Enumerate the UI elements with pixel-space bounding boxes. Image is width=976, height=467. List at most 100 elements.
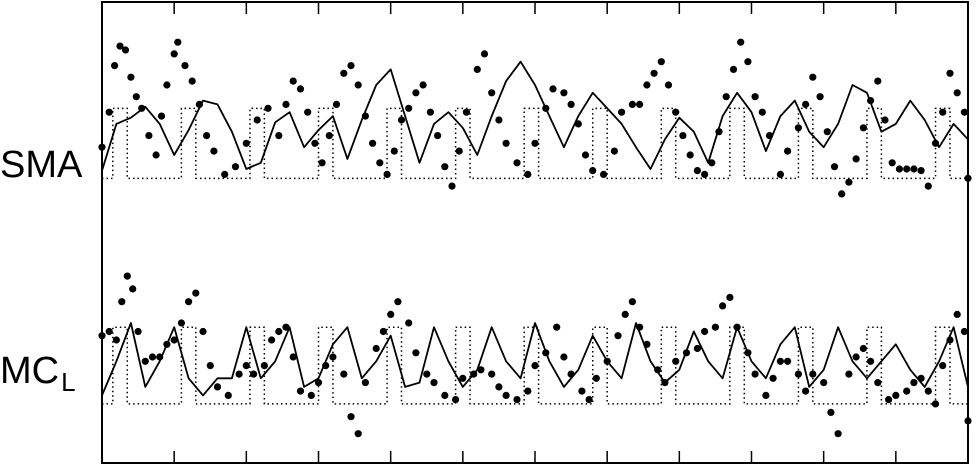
mcl-data-point-72 [693,344,702,353]
mcl-data-point-92 [859,344,868,353]
sma-data-point-107 [910,165,918,173]
sma-data-point-71 [643,81,651,89]
sma-data-point-89 [776,170,785,178]
sma-data-point-78 [693,167,702,175]
mcl-data-point-89 [834,430,842,438]
mcl-data-point-0 [98,332,106,340]
sma-data-point-69 [628,100,637,108]
mcl-data-point-29 [314,379,323,387]
sma-data-point-6 [132,93,140,101]
sma-data-point-91 [794,124,803,132]
mcl-data-point-21 [250,370,258,378]
mcl-data-point-78 [744,349,752,357]
sma-data-point-19 [221,170,229,178]
sma-data-point-79 [701,170,709,178]
sma-data-point-44 [419,81,427,89]
mcl-data-point-49 [488,370,496,378]
mcl-data-point-79 [751,370,759,378]
sma-data-point-42 [405,104,413,112]
mcl-data-point-76 [726,293,734,301]
mcl-data-point-102 [939,362,947,370]
sma-data-point-97 [838,190,846,198]
sma-data-point-43 [412,89,420,97]
sma-data-point-26 [289,77,297,85]
mcl-data-point-19 [235,370,243,378]
sma-data-point-15 [188,77,196,85]
sma-data-point-80 [708,159,716,167]
mcl-panel-label: MCL [0,352,76,395]
mcl-data-point-55 [542,349,550,357]
mcl-data-point-75 [719,302,727,310]
sma-data-point-20 [231,163,240,171]
mcl-data-point-86 [809,370,817,378]
mcl-data-point-15 [199,327,207,336]
sma-data-point-29 [311,139,319,147]
mcl-data-point-6 [134,327,142,336]
mcl-data-point-20 [242,362,250,370]
mcl-data-point-74 [711,323,720,331]
mcl-data-point-97 [903,387,911,395]
sma-data-point-111 [939,108,947,116]
mcl-data-point-81 [769,374,777,382]
sma-data-point-65 [589,167,597,175]
mcl-data-point-4 [123,272,131,280]
sma-data-point-61 [560,89,568,97]
mcl-data-point-96 [892,391,900,399]
mcl-data-point-42 [423,370,431,378]
sma-data-point-45 [426,108,434,116]
mcl-data-point-32 [340,370,348,378]
mcl-data-point-9 [156,353,164,361]
sma-data-point-16 [195,100,203,108]
mcl-data-point-10 [163,340,171,348]
sma-data-point-17 [203,132,211,140]
sma-data-point-23 [264,104,272,112]
sma-data-point-113 [953,89,961,97]
sma-data-point-63 [574,120,582,128]
sma-data-point-85 [744,58,752,66]
mcl-data-point-65 [628,298,637,306]
mcl-data-point-68 [654,366,662,374]
mcl-data-point-37 [379,327,387,336]
mcl-data-point-17 [213,383,222,391]
sma-data-point-11 [163,81,171,89]
sma-fitted-line [101,60,969,171]
sma-data-point-40 [390,147,398,155]
mcl-data-point-90 [845,370,853,378]
sma-data-point-82 [722,93,730,101]
mcl-data-point-85 [802,387,810,395]
sma-data-point-41 [397,116,406,124]
mcl-data-point-105 [960,327,969,336]
sma-label-text: SMA [0,144,83,186]
sma-data-point-56 [513,159,521,167]
sma-data-point-31 [325,132,333,140]
mcl-data-point-87 [820,379,828,387]
sma-data-point-59 [542,104,550,112]
sma-data-point-36 [361,112,369,120]
sma-data-point-12 [170,50,178,58]
sma-data-point-102 [874,77,882,85]
sma-data-point-77 [686,151,694,159]
mcl-data-point-36 [372,344,380,353]
mcl-data-point-18 [224,391,232,399]
mcl-data-point-45 [452,396,460,404]
mcl-data-point-84 [794,370,803,378]
sma-data-point-32 [332,100,341,108]
sma-data-point-39 [383,170,391,178]
mcl-data-point-69 [661,379,669,387]
sma-data-point-94 [816,93,824,101]
mcl-data-point-61 [592,374,600,382]
mcl-data-point-64 [621,310,629,318]
mcl-data-point-16 [206,362,214,370]
sma-data-point-47 [441,163,449,171]
mcl-data-point-93 [867,357,875,365]
mcl-fitted-line [101,322,969,397]
mcl-data-point-48 [477,366,485,374]
sma-data-point-21 [242,139,250,147]
sma-data-point-100 [859,124,868,132]
sma-data-point-93 [809,73,817,81]
mcl-data-point-53 [524,387,532,395]
sma-data-point-95 [823,128,831,136]
sma-data-point-48 [448,182,456,190]
mcl-data-point-63 [614,332,622,340]
